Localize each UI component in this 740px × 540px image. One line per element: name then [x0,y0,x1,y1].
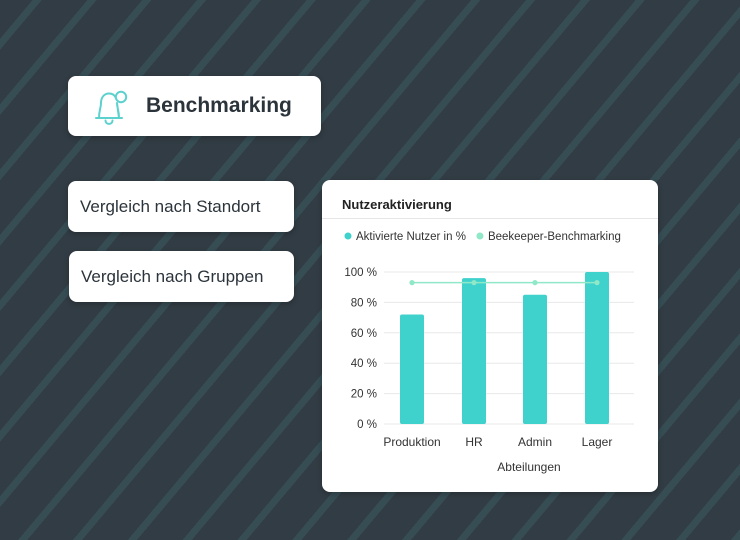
x-tick-label: HR [465,435,483,449]
chart-panel: Nutzeraktivierung Aktivierte Nutzer in %… [322,180,658,492]
benchmarking-title: Benchmarking [146,94,292,117]
y-tick-label: 0 % [357,419,377,431]
legend-label: Aktivierte Nutzer in % [356,231,466,243]
compare-by-groups-button[interactable]: Vergleich nach Gruppen [69,251,294,302]
chart-header-divider [322,218,658,219]
y-tick-label: 100 % [344,267,377,279]
x-tick-label: Produktion [383,435,440,449]
y-tick-label: 20 % [351,389,377,401]
compare-by-location-button[interactable]: Vergleich nach Standort [68,181,294,232]
bell-icon [95,90,128,125]
benchmark-point [471,280,477,286]
bar [523,294,547,424]
benchmark-point [409,280,415,286]
x-tick-label: Admin [518,435,552,449]
x-axis-label: Abteilungen [497,460,560,474]
x-tick-label: Lager [582,435,613,449]
y-tick-label: 80 % [351,297,377,309]
bar [462,278,486,424]
benchmark-point [594,280,600,286]
legend-marker [476,232,484,240]
activation-chart: Aktivierte Nutzer in % Beekeeper-Benchmar… [344,231,634,474]
benchmark-point [532,280,538,286]
bar [585,272,609,424]
legend-marker [344,232,352,240]
bar [400,314,424,424]
y-tick-label: 60 % [351,328,377,340]
y-tick-label: 40 % [351,358,377,370]
legend-label: Beekeeper-Benchmarking [488,231,621,243]
chart-title: Nutzeraktivierung [342,197,452,212]
benchmarking-card[interactable]: Benchmarking [68,76,321,136]
